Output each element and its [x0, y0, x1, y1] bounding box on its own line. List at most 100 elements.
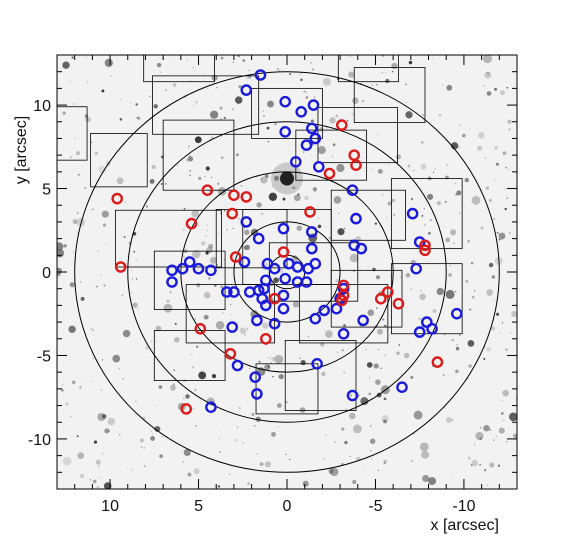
star-blob: [341, 427, 345, 431]
star-blob: [238, 218, 240, 220]
star-blob: [116, 177, 124, 185]
star-blob: [101, 210, 109, 218]
star-blob: [172, 83, 177, 87]
star-blob: [495, 162, 499, 166]
star-blob: [145, 345, 150, 350]
data-point: [307, 99, 320, 111]
star-blob: [504, 207, 507, 211]
star-blob: [380, 367, 382, 369]
star-blob: [486, 289, 494, 296]
star-blob: [63, 244, 67, 248]
star-blob: [217, 186, 227, 196]
star-blob: [216, 87, 218, 89]
star-blob: [131, 291, 133, 293]
star-blob: [305, 96, 309, 99]
star-blob: [349, 412, 356, 420]
star-blob: [422, 114, 424, 116]
data-point: [111, 192, 123, 205]
star-blob: [436, 287, 444, 296]
star-blob: [324, 226, 327, 229]
star-blob: [127, 467, 129, 469]
star-blob: [465, 279, 469, 284]
star-blob: [458, 146, 460, 148]
star-blob: [251, 413, 255, 416]
star-blob: [102, 452, 104, 455]
star-blob: [183, 207, 186, 210]
data-point: [350, 212, 362, 225]
y-tick-label: 10: [33, 98, 51, 115]
star-blob: [479, 426, 482, 429]
star-blob: [92, 479, 97, 484]
star-blob: [278, 373, 284, 380]
star-blob: [185, 394, 190, 399]
field-box: [337, 55, 399, 83]
star-blob: [349, 55, 352, 57]
star-blob: [445, 289, 455, 299]
star-blob: [420, 163, 427, 170]
star-blob: [222, 312, 224, 314]
star-blob: [270, 362, 272, 364]
star-blob: [464, 177, 469, 183]
star-blob: [215, 423, 217, 425]
star-blob: [101, 89, 105, 93]
star-blob: [97, 464, 101, 468]
star-blob: [383, 419, 387, 424]
star-blob: [420, 290, 422, 292]
bright-star: [280, 171, 294, 186]
star-blob: [335, 293, 337, 295]
data-point: [289, 155, 302, 168]
star-blob: [223, 209, 226, 212]
star-blob: [268, 357, 270, 359]
star-blob: [319, 127, 324, 132]
star-blob: [473, 443, 476, 446]
star-blob: [360, 397, 369, 406]
star-blob: [276, 403, 282, 408]
star-blob: [391, 198, 396, 203]
star-blob: [264, 174, 269, 179]
field-box: [143, 55, 215, 83]
star-blob: [297, 193, 300, 196]
data-point: [240, 191, 253, 203]
star-blob: [353, 304, 355, 306]
star-blob: [209, 110, 219, 119]
star-blob: [260, 212, 264, 216]
star-blob: [84, 114, 89, 118]
radius-circle: [74, 71, 500, 473]
star-blob: [353, 424, 362, 434]
star-blob: [274, 122, 277, 126]
data-point: [205, 401, 217, 414]
star-blob: [366, 362, 373, 368]
star-blob: [345, 408, 348, 411]
star-blob: [62, 456, 72, 466]
star-blob: [260, 176, 268, 184]
star-blob: [361, 99, 364, 103]
star-blob: [448, 272, 453, 277]
star-blob: [292, 301, 300, 308]
star-blob: [230, 303, 232, 306]
star-blob: [376, 307, 378, 309]
star-blob: [334, 441, 336, 443]
star-blob: [92, 357, 94, 359]
data-point: [431, 356, 444, 368]
star-blob: [183, 229, 185, 231]
star-blob: [217, 485, 221, 488]
star-blob: [131, 278, 133, 280]
star-blob: [77, 452, 85, 459]
star-blob: [442, 374, 445, 376]
field-box: [330, 269, 403, 328]
star-blob: [385, 72, 387, 74]
star-blob: [133, 250, 136, 253]
star-blob: [488, 198, 493, 202]
field-box: [152, 75, 260, 135]
star-blob: [511, 311, 517, 317]
data-point: [419, 244, 431, 257]
star-blob: [425, 193, 427, 195]
star-blob: [234, 96, 243, 104]
star-blob: [418, 317, 421, 320]
star-blob: [328, 236, 331, 239]
star-blob: [444, 333, 446, 336]
star-blob: [57, 273, 61, 277]
plot-background: [57, 55, 517, 489]
star-blob: [132, 302, 138, 308]
x-tick-label: 5: [194, 498, 203, 515]
